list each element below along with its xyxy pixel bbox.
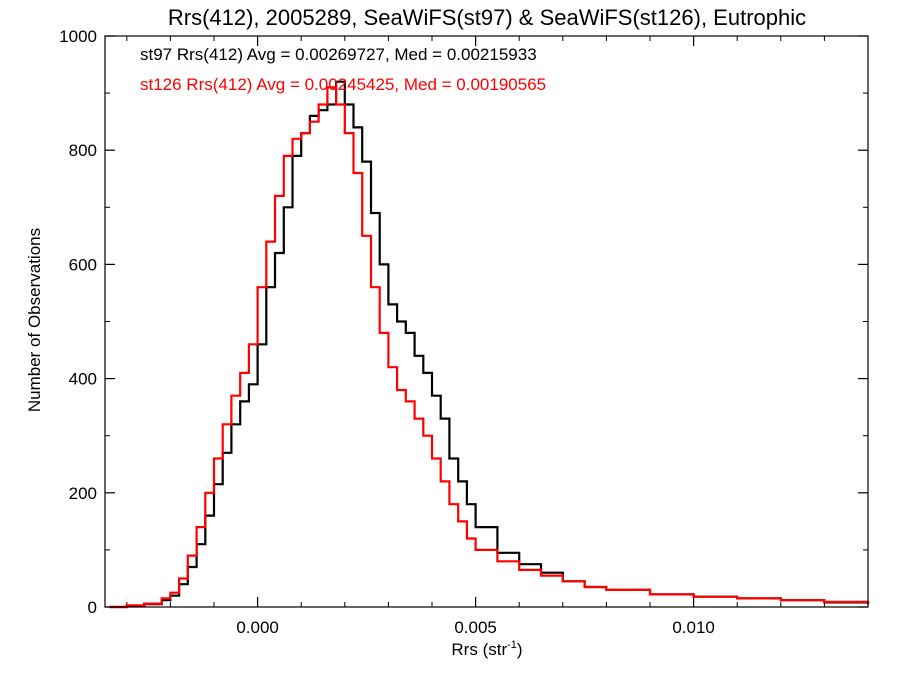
x-axis-label: Rrs (str-1) [451, 639, 522, 659]
x-tick-label: 0.000 [236, 618, 279, 637]
y-tick-label: 0 [88, 598, 97, 617]
annotation-st97: st97 Rrs(412) Avg = 0.00269727, Med = 0.… [140, 45, 537, 64]
series-group [109, 80, 870, 609]
x-axis-label-close: ) [517, 640, 523, 659]
x-axis-label-main: Rrs (str [451, 640, 507, 659]
axis-ticks: 0 200 400 600 800 1000 0.000 0.005 0.010 [59, 27, 869, 637]
plot-frame [104, 35, 869, 608]
x-tick-label: 0.005 [454, 618, 497, 637]
y-tick-label: 200 [69, 484, 97, 503]
y-axis-label: Number of Observations [25, 228, 44, 412]
x-axis-label-sup: -1 [507, 639, 517, 651]
y-tick-label: 1000 [59, 27, 97, 46]
x-tick-label: 0.010 [672, 618, 715, 637]
series-line-1 [109, 86, 870, 609]
chart-title: Rrs(412), 2005289, SeaWiFS(st97) & SeaWi… [168, 5, 806, 30]
series-line-0 [109, 80, 870, 609]
y-tick-label: 600 [69, 255, 97, 274]
y-tick-label: 400 [69, 370, 97, 389]
annotation-st126: st126 Rrs(412) Avg = 0.00245425, Med = 0… [140, 75, 546, 94]
y-tick-label: 800 [69, 141, 97, 160]
